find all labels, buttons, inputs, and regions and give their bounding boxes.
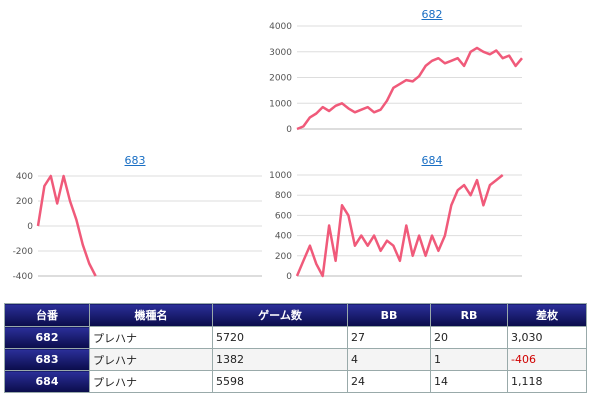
chart-682-ytick-label: 2000 [269, 74, 292, 84]
chart-682-title-link[interactable]: 682 [421, 8, 443, 21]
chart-684-ytick-label: 200 [275, 252, 292, 262]
row-diff: 1,118 [507, 370, 587, 393]
chart-682-ytick-label: 1000 [269, 99, 292, 109]
row-machine-number: 682 [4, 326, 90, 349]
header-rb: RB [430, 303, 508, 327]
header-game-count: ゲーム数 [212, 303, 348, 327]
chart-683-plot: 400 200 0 -200 -400 [13, 172, 262, 282]
row-rb: 20 [430, 326, 508, 349]
table-row: 684 プレハナ 5598 24 14 1,118 [4, 370, 587, 393]
chart-684-ytick-label: 600 [275, 211, 292, 221]
chart-683-ytick-label: -200 [13, 247, 34, 257]
chart-682-series-line [296, 46, 523, 131]
row-rb: 14 [430, 370, 508, 393]
table-row: 683 プレハナ 1382 4 1 -406 [4, 348, 587, 371]
chart-682-ytick-label: 3000 [269, 48, 292, 58]
chart-684-series-line [295, 174, 504, 278]
chart-684-ytick-label: 0 [286, 272, 292, 282]
row-bb: 4 [347, 348, 431, 371]
row-game-count: 5598 [212, 370, 348, 393]
row-machine-name: プレハナ [89, 326, 213, 349]
table-row: 682 プレハナ 5720 27 20 3,030 [4, 326, 587, 349]
chart-682-ytick-label: 0 [286, 125, 292, 135]
row-rb: 1 [430, 348, 508, 371]
chart-684-plot: 1000 800 600 400 200 0 [269, 171, 522, 282]
header-diff: 差枚 [507, 303, 587, 327]
row-machine-name: プレハナ [89, 348, 213, 371]
row-bb: 24 [347, 370, 431, 393]
header-machine-number: 台番 [4, 303, 90, 327]
row-game-count: 5720 [212, 326, 348, 349]
chart-683-ytick-label: 400 [16, 172, 33, 182]
row-diff: 3,030 [507, 326, 587, 349]
table-header-row: 台番 機種名 ゲーム数 BB RB 差枚 [4, 303, 587, 327]
row-machine-name: プレハナ [89, 370, 213, 393]
row-diff: -406 [507, 348, 587, 371]
chart-683-ytick-label: -400 [13, 272, 34, 282]
chart-682-ytick-label: 4000 [269, 22, 292, 32]
chart-682: 682 4000 3000 2000 1000 0 [269, 0, 592, 140]
chart-683-series-line [36, 174, 97, 277]
row-machine-number: 684 [4, 370, 90, 393]
header-machine-name: 機種名 [89, 303, 213, 327]
machine-data-table: 台番 機種名 ゲーム数 BB RB 差枚 682 プレハナ 5720 27 20… [4, 303, 587, 393]
row-machine-number: 683 [4, 348, 90, 371]
chart-683-ytick-label: 0 [27, 222, 33, 232]
chart-684-ytick-label: 800 [275, 191, 292, 201]
chart-683-ytick-label: 200 [16, 197, 33, 207]
row-bb: 27 [347, 326, 431, 349]
chart-683-title-link[interactable]: 683 [124, 154, 146, 167]
chart-682-plot: 4000 3000 2000 1000 0 [269, 22, 523, 135]
chart-684-ytick-label: 400 [275, 232, 292, 242]
header-bb: BB [347, 303, 431, 327]
row-game-count: 1382 [212, 348, 348, 371]
chart-684-title-link[interactable]: 684 [421, 154, 443, 167]
chart-683: 683 400 200 0 -200 -400 [0, 150, 270, 285]
chart-684: 684 1000 800 600 400 200 0 [269, 150, 592, 285]
chart-684-ytick-label: 1000 [269, 171, 292, 181]
